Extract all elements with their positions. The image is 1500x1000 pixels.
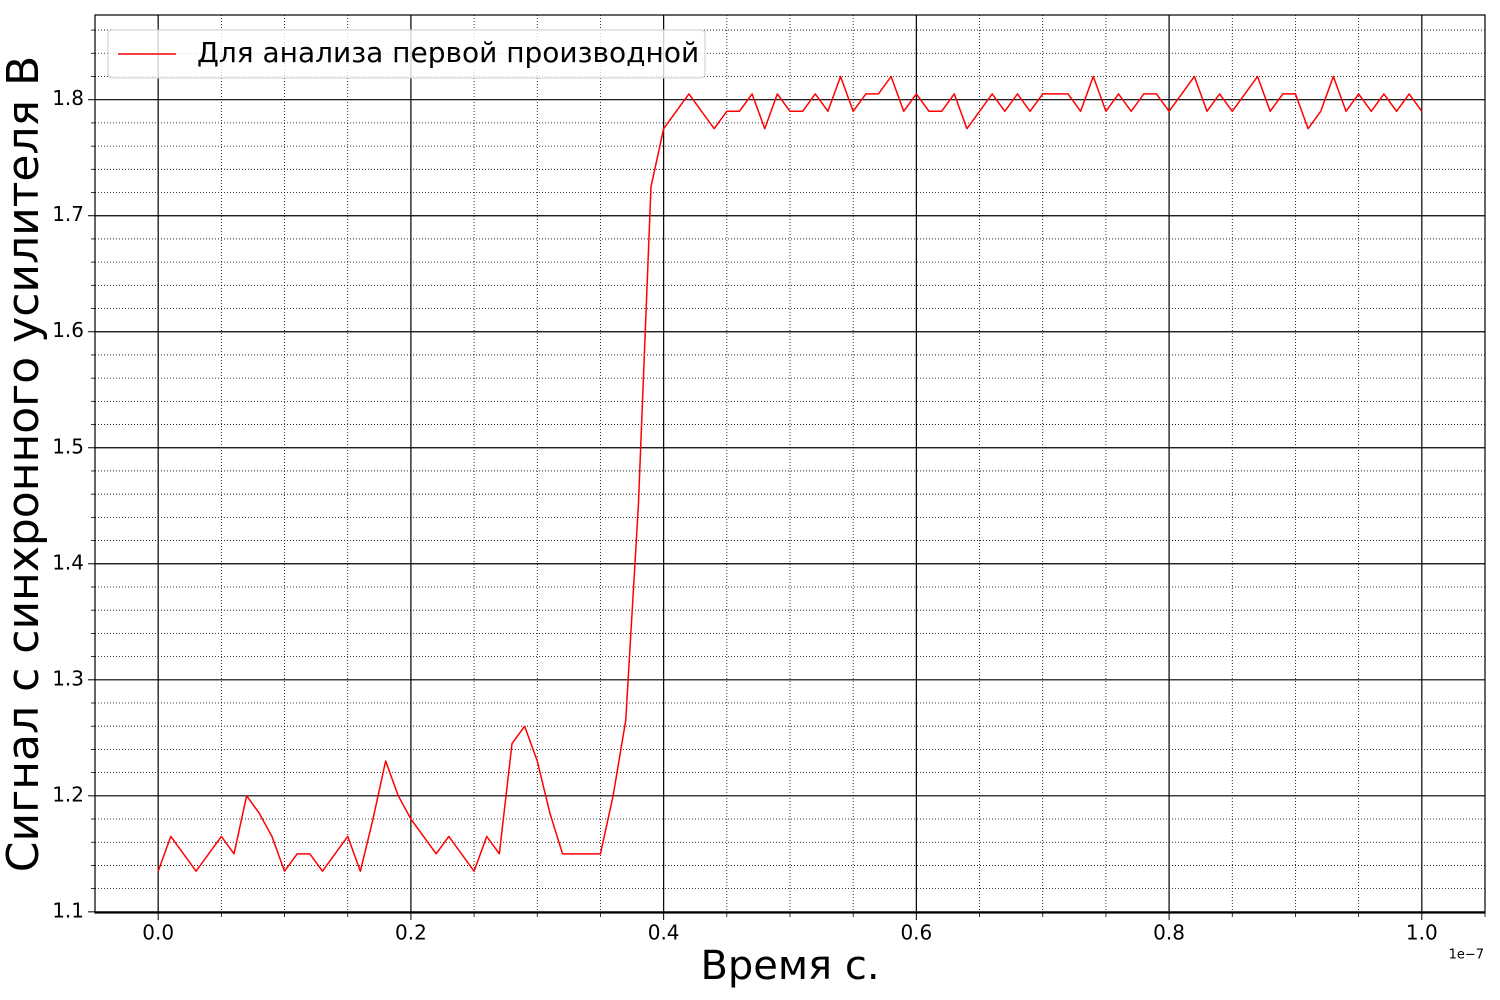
y-tick-label: 1.2 xyxy=(52,782,84,806)
legend-box xyxy=(107,29,706,79)
data-line xyxy=(157,75,1423,872)
y-tick-label: 1.7 xyxy=(52,202,84,226)
y-tick-label: 1.4 xyxy=(52,550,84,574)
x-offset-label: 1e−7 xyxy=(1449,948,1484,963)
x-tick-label: 1.0 xyxy=(1406,921,1438,945)
x-tick-label: 0.2 xyxy=(395,921,427,945)
y-tick-label: 1.6 xyxy=(52,318,84,342)
y-tick-label: 1.8 xyxy=(52,86,84,110)
legend: Для анализа первой производной xyxy=(107,29,706,79)
y-tick-label: 1.3 xyxy=(52,666,84,690)
y-axis-label: Сигнал с синхронного усилителя В xyxy=(0,56,49,872)
axes-frame xyxy=(94,14,1486,914)
x-tick-label: 0.0 xyxy=(142,921,174,945)
y-tick-label: 1.1 xyxy=(52,898,84,922)
plot-area xyxy=(157,75,1423,872)
x-tick-label: 0.4 xyxy=(648,921,680,945)
grid xyxy=(88,15,1486,920)
x-tick-label: 0.8 xyxy=(1153,921,1185,945)
legend-label: Для анализа первой производной xyxy=(197,36,699,69)
y-tick-label: 1.5 xyxy=(52,434,84,458)
x-axis-label: Время с. xyxy=(700,943,879,989)
x-tick-label: 0.6 xyxy=(900,921,932,945)
